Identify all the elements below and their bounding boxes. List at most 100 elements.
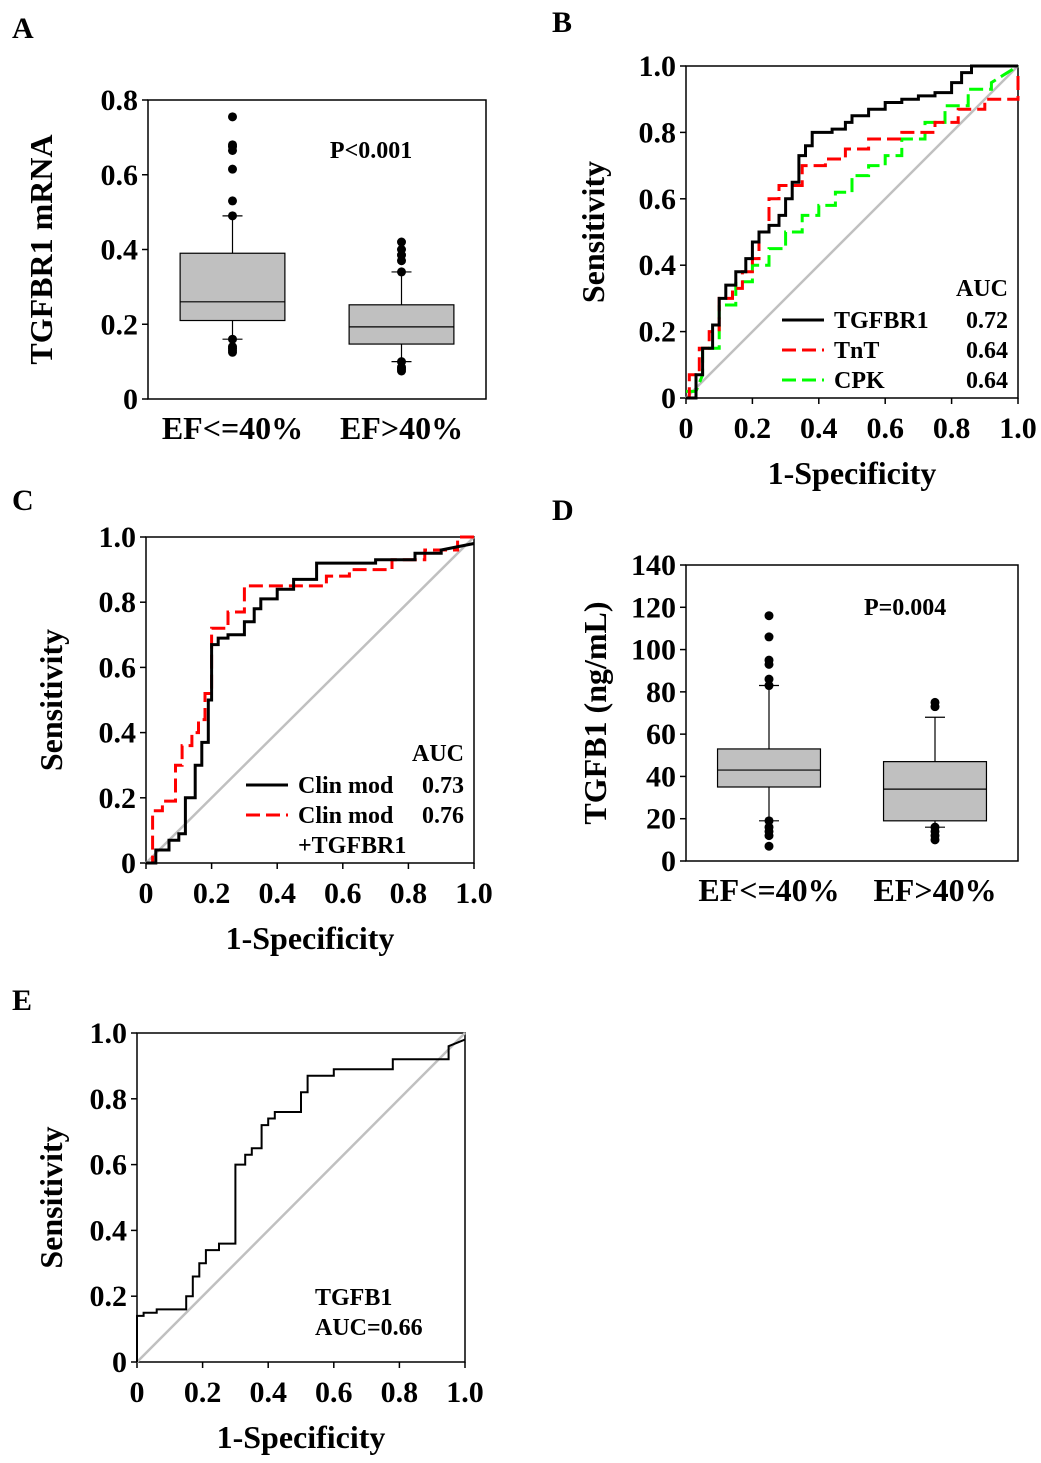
outlier-point — [397, 357, 406, 367]
outlier-point — [930, 697, 940, 707]
panel-a: A 0 0.2 0.4 0.6 0.8 TGFBR1 mRNA EF<=40% EF>40% P<… — [12, 12, 487, 446]
outlier-point — [930, 822, 940, 832]
y-axis-label: Sensitivity — [33, 1126, 69, 1268]
x-tick-label: 0 — [130, 1376, 145, 1409]
outlier-point — [764, 822, 774, 832]
outlier-point — [397, 267, 406, 277]
auc-annotation: TGFB1 — [315, 1285, 392, 1311]
plot-frame — [685, 564, 1019, 862]
legend-auc-value: 0.72 — [966, 308, 1008, 334]
y-tick-label: 100 — [631, 634, 676, 667]
roc-curve-0 — [146, 542, 475, 865]
x-tick-label: 0.8 — [390, 877, 428, 910]
reference-diagonal — [685, 65, 1019, 399]
x-category-label: EF>40% — [873, 872, 996, 908]
y-tick-label: 0.2 — [90, 1280, 128, 1313]
y-tick-label: 80 — [646, 676, 676, 709]
box-iqr — [179, 252, 286, 322]
x-tick-label: 0.8 — [381, 1376, 419, 1409]
x-tick-label: 0.2 — [184, 1376, 222, 1409]
outlier-point — [228, 112, 237, 122]
x-tick-label: 1.0 — [446, 1376, 484, 1409]
roc-curve-2 — [686, 64, 1019, 393]
y-tick-label: 120 — [631, 591, 676, 624]
p-value-annotation: P=0.004 — [864, 595, 946, 621]
legend-series-name-line2: +TGFBR1 — [298, 833, 406, 859]
plot-frame — [145, 536, 475, 864]
x-axis-label: 1-Specificity — [226, 920, 395, 956]
y-axis-label: TGFBR1 mRNA — [23, 134, 59, 364]
y-tick-label: 140 — [631, 549, 676, 582]
x-tick-label: 0.2 — [193, 877, 231, 910]
x-tick-label: 1.0 — [455, 877, 493, 910]
y-tick-label: 0.6 — [99, 651, 137, 684]
y-axis-label: TGFB1 (ng/mL) — [577, 601, 613, 824]
box-1 — [716, 611, 822, 851]
x-tick-label: 0.6 — [315, 1376, 353, 1409]
reference-diagonal — [136, 1032, 466, 1363]
y-tick-label: 0.6 — [101, 159, 139, 192]
y-tick-label: 0.4 — [99, 717, 137, 750]
plot-frame — [147, 99, 487, 400]
legend-auc-value: 0.73 — [422, 773, 464, 799]
box-2 — [882, 697, 988, 845]
y-tick-label: 0.2 — [101, 308, 139, 341]
panel-label-a: A — [12, 12, 34, 45]
outlier-point — [228, 196, 237, 206]
y-tick-label: 0 — [123, 383, 138, 416]
x-category-label: EF<=40% — [162, 410, 303, 446]
panel-b: B 0 0.2 0.4 0.6 0.8 1.0 Sensitivity 0 0.2 0.4 0.6 0.… — [552, 6, 1037, 491]
outlier-point — [764, 841, 774, 851]
outlier-point — [764, 611, 774, 621]
y-tick-label: 0.4 — [639, 249, 677, 282]
x-axis-label: 1-Specificity — [217, 1419, 386, 1455]
legend-series-name: TnT — [834, 338, 879, 364]
box-2 — [348, 237, 455, 376]
y-tick-label: 0.8 — [639, 116, 677, 149]
outlier-point — [228, 211, 237, 221]
outlier-point — [764, 681, 774, 691]
y-tick-label: 1.0 — [99, 521, 137, 554]
outlier-point — [228, 164, 237, 174]
y-tick-label: 0.6 — [639, 183, 677, 216]
box-iqr — [716, 748, 822, 788]
y-tick-label: 1.0 — [90, 1017, 128, 1050]
x-category-label: EF<=40% — [698, 872, 839, 908]
outlier-point — [397, 245, 406, 254]
x-tick-label: 0.8 — [933, 412, 971, 445]
outlier-point — [397, 237, 406, 247]
y-tick-label: 40 — [646, 760, 676, 793]
panel-label-e: E — [12, 984, 32, 1017]
y-tick-label: 0 — [112, 1346, 127, 1379]
plot-frame — [136, 1032, 466, 1363]
legend-series-name: Clin mod — [298, 803, 394, 829]
y-tick-label: 0.2 — [639, 316, 677, 349]
plot-frame — [685, 65, 1019, 399]
y-tick-label: 0.4 — [90, 1214, 128, 1247]
outlier-point — [228, 334, 237, 344]
legend-series-name: Clin mod — [298, 773, 394, 799]
box-1 — [179, 112, 286, 357]
panel-label-d: D — [552, 494, 574, 527]
y-axis-label: Sensitivity — [33, 629, 69, 771]
y-tick-label: 0.8 — [99, 586, 137, 619]
x-tick-label: 0.4 — [249, 1376, 287, 1409]
y-tick-label: 0 — [121, 847, 136, 880]
y-tick-label: 60 — [646, 718, 676, 751]
legend-auc-value: 0.64 — [966, 338, 1008, 364]
y-tick-label: 0 — [661, 845, 676, 878]
x-tick-label: 0.2 — [734, 412, 772, 445]
outlier-point — [764, 655, 774, 665]
panel-label-c: C — [12, 484, 34, 517]
outlier-point — [228, 140, 237, 150]
y-axis-label: Sensitivity — [575, 161, 611, 303]
x-tick-label: 0.6 — [324, 877, 362, 910]
x-category-label: EF>40% — [340, 410, 463, 446]
legend-auc-value: 0.76 — [422, 803, 464, 829]
y-tick-label: 1.0 — [639, 50, 677, 83]
legend-series-name: CPK — [834, 368, 885, 394]
reference-diagonal — [145, 536, 475, 864]
panel-c: C 0 0.2 0.4 0.6 0.8 1.0 Sensitivity 0 0.2 0.4 0.6 0.… — [12, 484, 493, 956]
x-tick-label: 0 — [679, 412, 694, 445]
